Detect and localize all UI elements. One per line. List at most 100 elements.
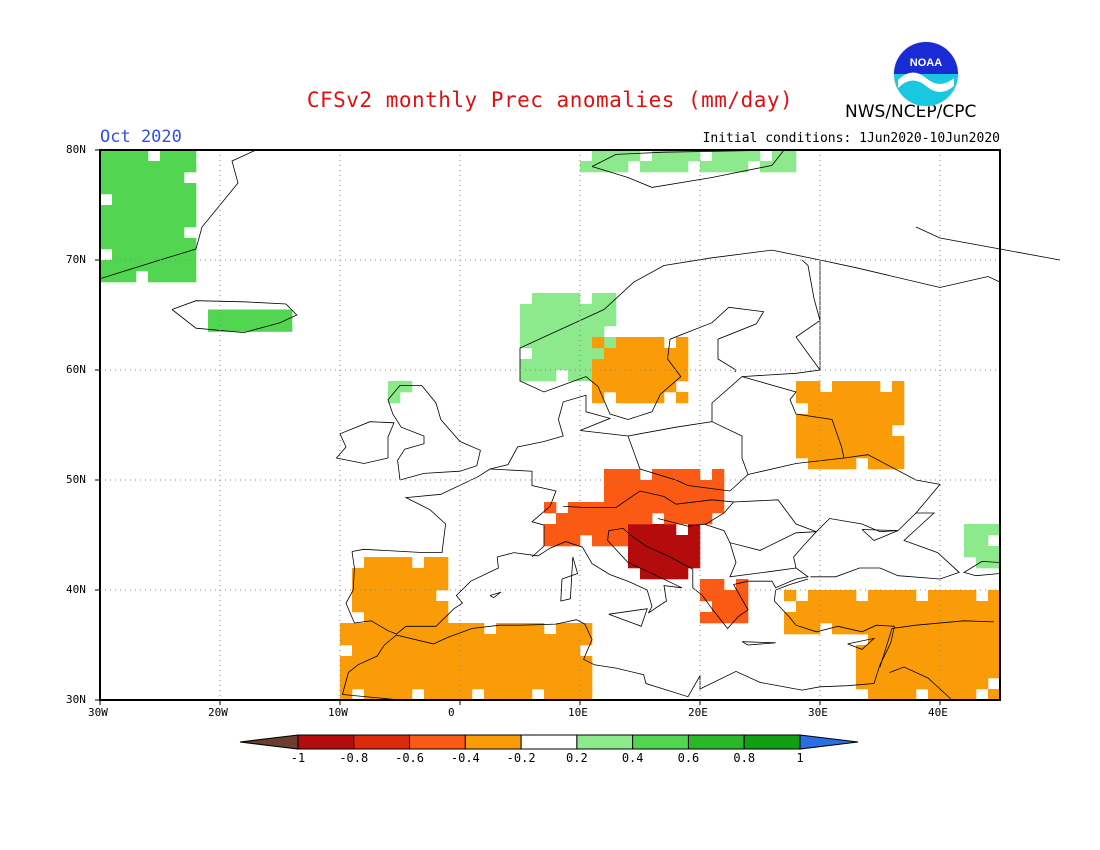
anomaly-cell — [184, 216, 197, 228]
anomaly-cell — [460, 645, 473, 657]
anomaly-cell — [544, 524, 557, 536]
anomaly-cell — [916, 667, 929, 679]
anomaly-cell — [184, 150, 197, 162]
colorbar-swatch — [297, 734, 355, 750]
anomaly-cell — [364, 579, 377, 591]
anomaly-cell — [448, 667, 461, 679]
anomaly-cell — [160, 205, 173, 217]
anomaly-cell — [268, 320, 281, 332]
anomaly-cell — [808, 590, 821, 602]
anomaly-cell — [556, 348, 569, 360]
anomaly-cell — [940, 623, 953, 635]
anomaly-cell — [388, 557, 401, 569]
anomaly-cell — [604, 359, 617, 371]
coastline — [703, 499, 817, 551]
anomaly-cell — [976, 634, 989, 646]
anomaly-cell — [424, 590, 437, 602]
anomaly-region — [604, 469, 725, 525]
anomaly-cell — [592, 337, 605, 349]
anomaly-cell — [568, 634, 581, 646]
anomaly-cell — [580, 326, 593, 338]
anomaly-cell — [436, 689, 449, 701]
anomaly-cell — [544, 645, 557, 657]
anomaly-cell — [904, 656, 917, 668]
anomaly-cell — [640, 381, 653, 393]
anomaly-cell — [184, 238, 197, 250]
anomaly-cell — [844, 590, 857, 602]
anomaly-cell — [856, 612, 869, 624]
anomaly-cell — [820, 447, 833, 459]
anomaly-cell — [844, 601, 857, 613]
anomaly-cell — [376, 601, 389, 613]
anomaly-cell — [712, 161, 725, 173]
anomaly-cell — [856, 447, 869, 459]
anomaly-cell — [628, 502, 641, 514]
map-frame — [99, 149, 1001, 701]
anomaly-cell — [640, 568, 653, 580]
anomaly-cell — [220, 320, 233, 332]
anomaly-cell — [892, 392, 905, 404]
anomaly-cell — [916, 678, 929, 690]
anomaly-cell — [100, 205, 113, 217]
anomaly-cell — [112, 216, 125, 228]
anomaly-cell — [676, 469, 689, 481]
anomaly-cell — [592, 513, 605, 525]
anomaly-cell — [628, 513, 641, 525]
anomaly-cell — [592, 535, 605, 547]
anomaly-cell — [676, 392, 689, 404]
anomaly-cell — [424, 623, 437, 635]
anomaly-cell — [532, 337, 545, 349]
lat-label: 80N — [66, 143, 86, 156]
anomaly-cell — [796, 436, 809, 448]
anomaly-cell — [676, 150, 689, 162]
anomaly-cell — [808, 447, 821, 459]
colorbar-swatch — [409, 734, 466, 750]
anomaly-cell — [664, 480, 677, 492]
anomaly-cell — [628, 348, 641, 360]
anomaly-cell — [556, 359, 569, 371]
anomaly-cell — [904, 645, 917, 657]
anomaly-cell — [400, 568, 413, 580]
anomaly-cell — [148, 238, 161, 250]
anomaly-cell — [136, 172, 149, 184]
anomaly-cell — [700, 480, 713, 492]
anomaly-cell — [496, 667, 509, 679]
anomaly-cell — [376, 656, 389, 668]
anomaly-region — [388, 381, 413, 404]
anomaly-cell — [652, 370, 665, 382]
anomaly-cell — [976, 667, 989, 679]
anomaly-cell — [916, 634, 929, 646]
anomaly-cell — [604, 535, 617, 547]
anomaly-cell — [856, 381, 869, 393]
anomaly-cell — [388, 623, 401, 635]
anomaly-cell — [124, 238, 137, 250]
anomaly-cell — [388, 579, 401, 591]
anomaly-cell — [352, 568, 365, 580]
anomaly-cell — [988, 612, 1001, 624]
anomaly-cell — [388, 601, 401, 613]
anomaly-cell — [568, 645, 581, 657]
anomaly-cell — [892, 601, 905, 613]
anomaly-cell — [412, 612, 425, 624]
anomaly-cell — [988, 645, 1001, 657]
anomaly-cell — [400, 656, 413, 668]
anomaly-cell — [664, 348, 677, 360]
anomaly-cell — [676, 337, 689, 349]
anomaly-cell — [436, 656, 449, 668]
anomaly-cell — [988, 590, 1001, 602]
anomaly-cell — [880, 612, 893, 624]
anomaly-cell — [580, 161, 593, 173]
anomaly-cell — [172, 227, 185, 239]
anomaly-cell — [580, 348, 593, 360]
anomaly-cell — [520, 678, 533, 690]
anomaly-cell — [832, 458, 845, 470]
anomaly-cell — [436, 612, 449, 624]
anomaly-cell — [904, 678, 917, 690]
anomaly-cell — [676, 359, 689, 371]
anomaly-cell — [112, 161, 125, 173]
anomaly-cell — [820, 458, 833, 470]
anomaly-cell — [892, 447, 905, 459]
anomaly-cell — [604, 469, 617, 481]
anomaly-cell — [400, 601, 413, 613]
anomaly-cell — [640, 480, 653, 492]
